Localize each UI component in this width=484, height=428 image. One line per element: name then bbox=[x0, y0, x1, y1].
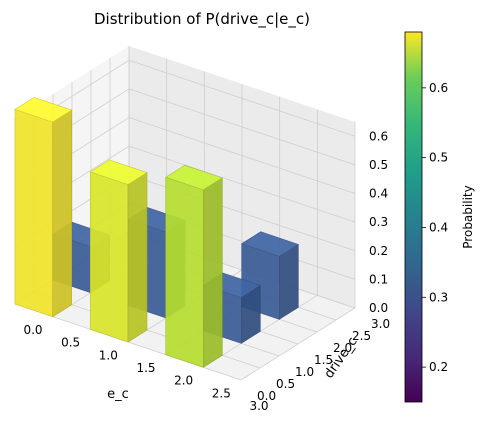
bar-side-face bbox=[52, 109, 72, 318]
bar-e2-d0 bbox=[165, 164, 223, 368]
x-tick-label: 0.5 bbox=[61, 336, 80, 350]
z-tick-label: 0.1 bbox=[369, 272, 388, 286]
grid-line bbox=[240, 307, 356, 381]
colorbar-tick-label: 0.6 bbox=[429, 81, 448, 95]
colorbar-label: Probability bbox=[461, 185, 475, 248]
bars-group bbox=[14, 97, 299, 368]
bar-side-face bbox=[127, 172, 148, 343]
z-tick-label: 0.6 bbox=[369, 129, 388, 143]
x-tick-label: 0.0 bbox=[23, 323, 42, 337]
y-tick-label: 2.0 bbox=[333, 341, 352, 355]
grid-line bbox=[128, 117, 356, 194]
z-tick-label: 0.5 bbox=[369, 158, 388, 172]
z-tick-label: 0.3 bbox=[369, 215, 388, 229]
z-tick-label: 0.4 bbox=[369, 187, 388, 201]
colorbar-tick-label: 0.3 bbox=[429, 290, 448, 304]
grid-line bbox=[128, 59, 356, 137]
bar-front-face bbox=[14, 108, 54, 318]
x-tick-label: 1.0 bbox=[99, 348, 118, 362]
bar-top-face bbox=[89, 159, 148, 185]
y-tick-label: 0.5 bbox=[276, 377, 295, 391]
z-tick-label: 0.2 bbox=[369, 244, 388, 258]
bar-e0-d0 bbox=[14, 97, 73, 318]
x-tick-label: 2.5 bbox=[212, 386, 231, 400]
x-tick-label: 2.0 bbox=[174, 374, 193, 388]
grid-line bbox=[128, 145, 356, 223]
colorbar-tick-label: 0.5 bbox=[429, 151, 448, 165]
y-tick-label: 2.5 bbox=[352, 329, 371, 343]
x-tick-label: 3.0 bbox=[249, 399, 268, 413]
colorbar-tick-label: 0.4 bbox=[429, 220, 448, 234]
tick-labels: 0.00.51.01.52.02.53.00.00.51.01.52.02.53… bbox=[23, 129, 390, 413]
bar-top-face bbox=[14, 97, 73, 123]
bar-side-face bbox=[203, 177, 223, 368]
grid-line bbox=[128, 88, 356, 166]
y-tick-label: 0.0 bbox=[257, 389, 276, 403]
z-tick-label: 0.0 bbox=[369, 301, 388, 315]
bar-top-face bbox=[241, 231, 299, 257]
colorbar-tick-label: 0.2 bbox=[429, 360, 448, 374]
chart-title: Distribution of P(drive_c|e_c) bbox=[94, 10, 310, 29]
colorbar-ticks: 0.2 0.3 0.4 0.5 0.6 bbox=[422, 81, 448, 374]
x-tick-label: 1.5 bbox=[136, 361, 155, 375]
bar-top-face bbox=[165, 164, 223, 191]
y-tick-label: 3.0 bbox=[371, 317, 390, 331]
y-tick-label: 1.5 bbox=[314, 353, 333, 367]
bar-side-face bbox=[278, 243, 299, 320]
y-tick-label: 1.0 bbox=[295, 365, 314, 379]
bar-e1-d0 bbox=[89, 159, 148, 343]
bar-front-face bbox=[165, 176, 204, 368]
bar-front-face bbox=[90, 171, 129, 343]
colorbar bbox=[404, 31, 423, 403]
x-axis-label: e_c bbox=[107, 387, 129, 402]
